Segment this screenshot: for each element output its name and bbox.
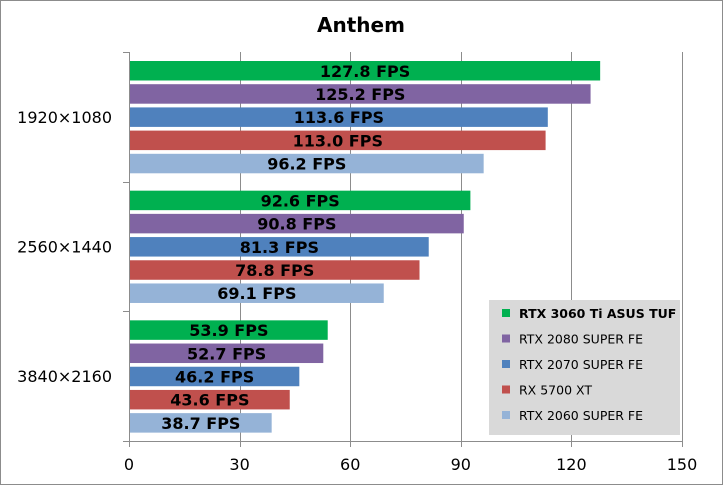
- bar: [130, 107, 548, 127]
- x-tick-label: 60: [340, 455, 360, 474]
- legend-swatch: [502, 334, 510, 343]
- data-label: 92.6 FPS: [261, 191, 340, 210]
- data-label: 43.6 FPS: [170, 391, 249, 410]
- bar: [130, 389, 290, 410]
- legend-box: [489, 300, 680, 435]
- x-tick-label: 120: [556, 455, 587, 474]
- legend-swatch: [502, 309, 510, 317]
- legend-label: RTX 3060 Ti ASUS TUF: [519, 306, 676, 321]
- data-label: 53.9 FPS: [189, 321, 268, 340]
- x-tick-label: 0: [124, 455, 134, 474]
- bar: [130, 320, 328, 340]
- legend-label: RTX 2070 SUPER FE: [519, 357, 643, 372]
- bar: [130, 61, 601, 81]
- bar: [130, 84, 591, 104]
- legend-swatch: [502, 411, 510, 419]
- category-label: 3840×2160: [17, 367, 112, 386]
- legend-label: RTX 2060 SUPER FE: [519, 408, 643, 423]
- legend: RTX 3060 Ti ASUS TUF RTX 2080 SUPER FE RTX…: [489, 300, 680, 435]
- category-label: 2560×1440: [17, 238, 112, 257]
- bar-layer: 127.8 FPS 125.2 FPS 113.6 FPS 113.0 FPS 96.2…: [130, 61, 601, 433]
- legend-swatch: [502, 385, 510, 394]
- data-label: 81.3 FPS: [240, 238, 319, 257]
- bar: [130, 413, 272, 433]
- chart-title: Anthem: [317, 13, 405, 37]
- data-label: 46.2 FPS: [175, 367, 254, 386]
- bar: [130, 237, 429, 257]
- x-tick-label: 90: [451, 455, 471, 474]
- data-label: 52.7 FPS: [187, 344, 266, 363]
- bar: [130, 366, 300, 387]
- data-label: 125.2 FPS: [315, 85, 405, 104]
- data-label: 69.1 FPS: [217, 284, 296, 303]
- category-label: 1920×1080: [17, 108, 112, 127]
- data-label: 90.8 FPS: [257, 215, 336, 234]
- bar: [130, 153, 484, 174]
- bar: [130, 283, 384, 303]
- data-label: 38.7 FPS: [161, 414, 240, 433]
- bar: [130, 130, 546, 151]
- data-label: 113.0 FPS: [293, 131, 383, 150]
- data-label: 78.8 FPS: [235, 261, 314, 280]
- bar: [130, 213, 464, 234]
- data-label: 127.8 FPS: [320, 62, 410, 81]
- legend-label: RTX 2080 SUPER FE: [519, 332, 643, 347]
- legend-label: RX 5700 XT: [519, 383, 592, 398]
- bar: [130, 190, 471, 211]
- data-label: 96.2 FPS: [267, 155, 346, 174]
- x-tick-label: 150: [667, 455, 698, 474]
- bar: [130, 343, 324, 364]
- x-tick-label: 30: [229, 455, 249, 474]
- axis-layer: 0 30 60 90 120 150 1920×1080 2560×1440 3840×2160: [17, 52, 697, 474]
- bar: [130, 260, 420, 280]
- legend-swatch: [502, 360, 510, 368]
- data-label: 113.6 FPS: [294, 108, 384, 127]
